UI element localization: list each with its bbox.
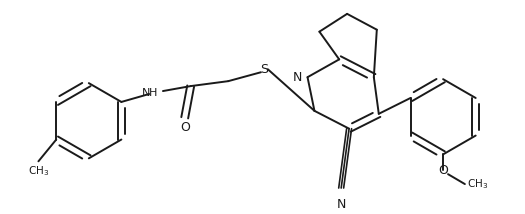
Text: CH$_3$: CH$_3$ (28, 164, 49, 178)
Text: H: H (149, 88, 158, 98)
Text: S: S (260, 63, 268, 76)
Text: O: O (438, 164, 448, 177)
Text: N: N (337, 198, 346, 211)
Text: N: N (142, 88, 151, 98)
Text: N: N (293, 71, 302, 84)
Text: O: O (180, 121, 190, 134)
Text: CH$_3$: CH$_3$ (467, 177, 488, 191)
